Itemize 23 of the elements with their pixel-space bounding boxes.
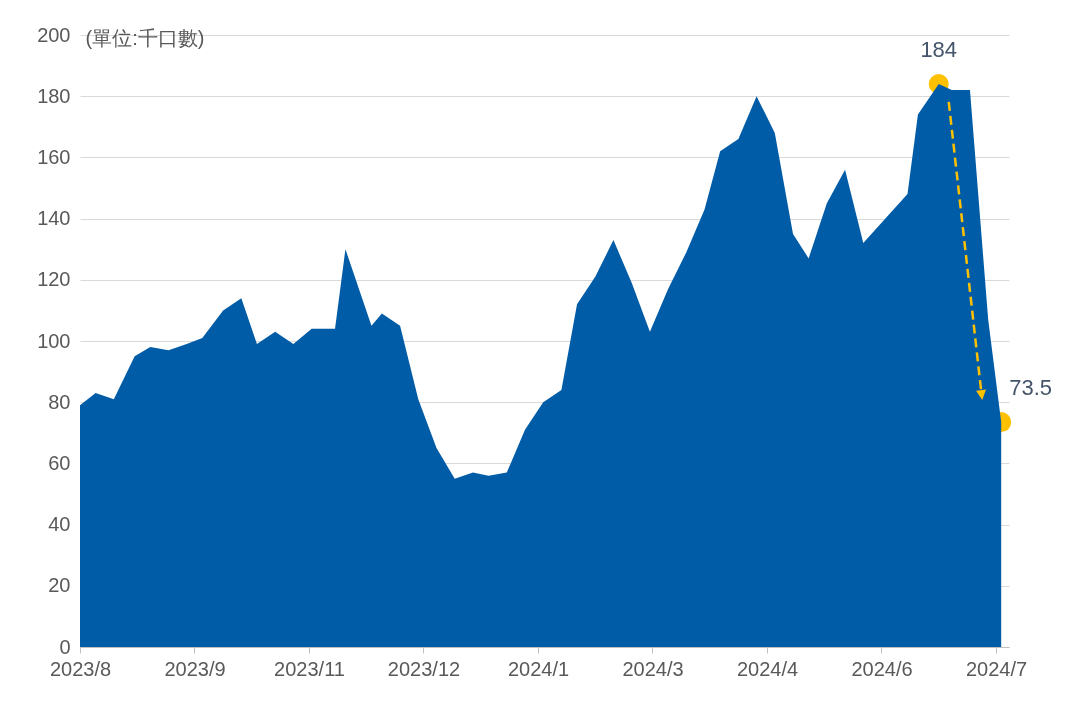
y-tick-label: 40	[48, 513, 71, 536]
y-tick-label: 0	[59, 635, 71, 658]
x-tick-label: 2024/7	[965, 657, 1028, 680]
y-tick-label: 20	[48, 574, 71, 597]
x-tick-label: 2024/1	[507, 657, 570, 680]
y-tick-label: 200	[37, 23, 71, 46]
x-tick-label: 2023/12	[387, 657, 461, 680]
y-axis-title: (單位:千口數)	[85, 26, 205, 49]
y-tick-label: 180	[37, 84, 71, 107]
y-tick-label: 80	[48, 390, 71, 413]
y-tick-label: 100	[37, 329, 71, 352]
y-tick-label: 60	[48, 451, 71, 474]
x-tick-label: 2023/9	[164, 657, 226, 680]
y-tick-label: 140	[37, 207, 71, 230]
annotation: 73.5	[1009, 375, 1053, 401]
x-tick-label: 2024/6	[851, 657, 913, 680]
x-tick-label: 2024/4	[736, 657, 799, 680]
y-tick-label: 160	[37, 145, 71, 168]
y-tick-label: 120	[37, 268, 71, 291]
x-tick-label: 2023/8	[49, 657, 112, 680]
x-tick-label: 2024/3	[622, 657, 684, 680]
annotation: 184	[920, 36, 958, 62]
x-tick-label: 2023/11	[274, 657, 345, 680]
